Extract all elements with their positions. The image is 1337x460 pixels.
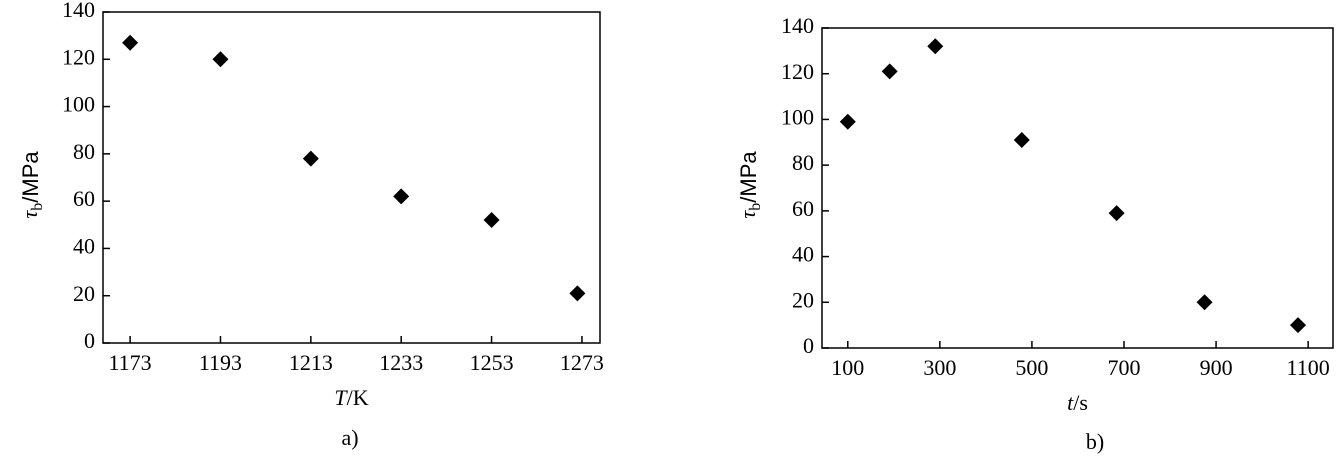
x-tick-label: 1273 (560, 350, 604, 375)
x-tick-label: 1253 (470, 350, 514, 375)
y-tick-label: 0 (803, 333, 814, 358)
y-label-subscript: b (747, 203, 764, 211)
x-label-unit: /s (1073, 390, 1088, 415)
y-label-symbol: τ (17, 210, 42, 219)
x-label-symbol: t (1067, 390, 1074, 415)
y-tick-label: 0 (84, 328, 95, 353)
point (1013, 132, 1030, 148)
caption: b) (1086, 429, 1104, 454)
x-tick-label: 500 (1015, 355, 1048, 380)
x-tick-label: 1100 (1287, 355, 1330, 380)
y-tick-label: 100 (62, 92, 95, 117)
x-tick-label: 1173 (109, 350, 152, 375)
point (393, 188, 410, 205)
point (839, 113, 856, 130)
x-axis-label: t/s (1067, 390, 1088, 415)
y-label-symbol: τ (735, 210, 760, 219)
y-label-unit: /MPa (18, 151, 43, 203)
point (927, 38, 944, 55)
y-tick-label: 60 (73, 186, 95, 211)
x-axis-label: T/K (334, 385, 368, 410)
y-tick-label: 140 (781, 13, 814, 38)
plot-frame (102, 11, 601, 344)
y-tick-label: 60 (792, 196, 814, 221)
x-tick-label: 900 (1200, 355, 1233, 380)
x-tick-label: 100 (831, 355, 864, 380)
x-tick-label: 700 (1107, 355, 1140, 380)
point (483, 212, 500, 229)
y-label-unit: /MPa (736, 151, 761, 203)
y-tick-label: 80 (73, 139, 95, 164)
caption: a) (341, 425, 358, 450)
x-label-unit: /K (347, 385, 369, 410)
y-tick-label: 20 (792, 287, 814, 312)
x-tick-label: 1213 (289, 350, 333, 375)
y-tick-label: 100 (781, 104, 814, 129)
point (881, 63, 898, 80)
y-axis-label: τb/MPa (735, 151, 764, 219)
point (212, 51, 229, 68)
point (122, 34, 139, 51)
plot-frame (821, 27, 1334, 349)
y-tick-label: 80 (792, 150, 814, 175)
y-label-subscript: b (29, 203, 46, 211)
point (1108, 205, 1125, 222)
point (1290, 317, 1307, 334)
y-tick-label: 120 (62, 44, 95, 69)
x-tick-label: 300 (923, 355, 956, 380)
point (1196, 294, 1213, 311)
y-tick-label: 40 (792, 242, 814, 267)
y-tick-label: 20 (73, 281, 95, 306)
x-label-symbol: T (334, 385, 348, 410)
y-tick-label: 40 (73, 233, 95, 258)
x-tick-label: 1233 (379, 350, 423, 375)
y-tick-label: 120 (781, 59, 814, 84)
point (569, 285, 586, 302)
x-tick-label: 1193 (199, 350, 242, 375)
y-axis-label: τb/MPa (17, 151, 46, 219)
y-tick-label: 140 (62, 0, 95, 22)
point (302, 150, 319, 167)
